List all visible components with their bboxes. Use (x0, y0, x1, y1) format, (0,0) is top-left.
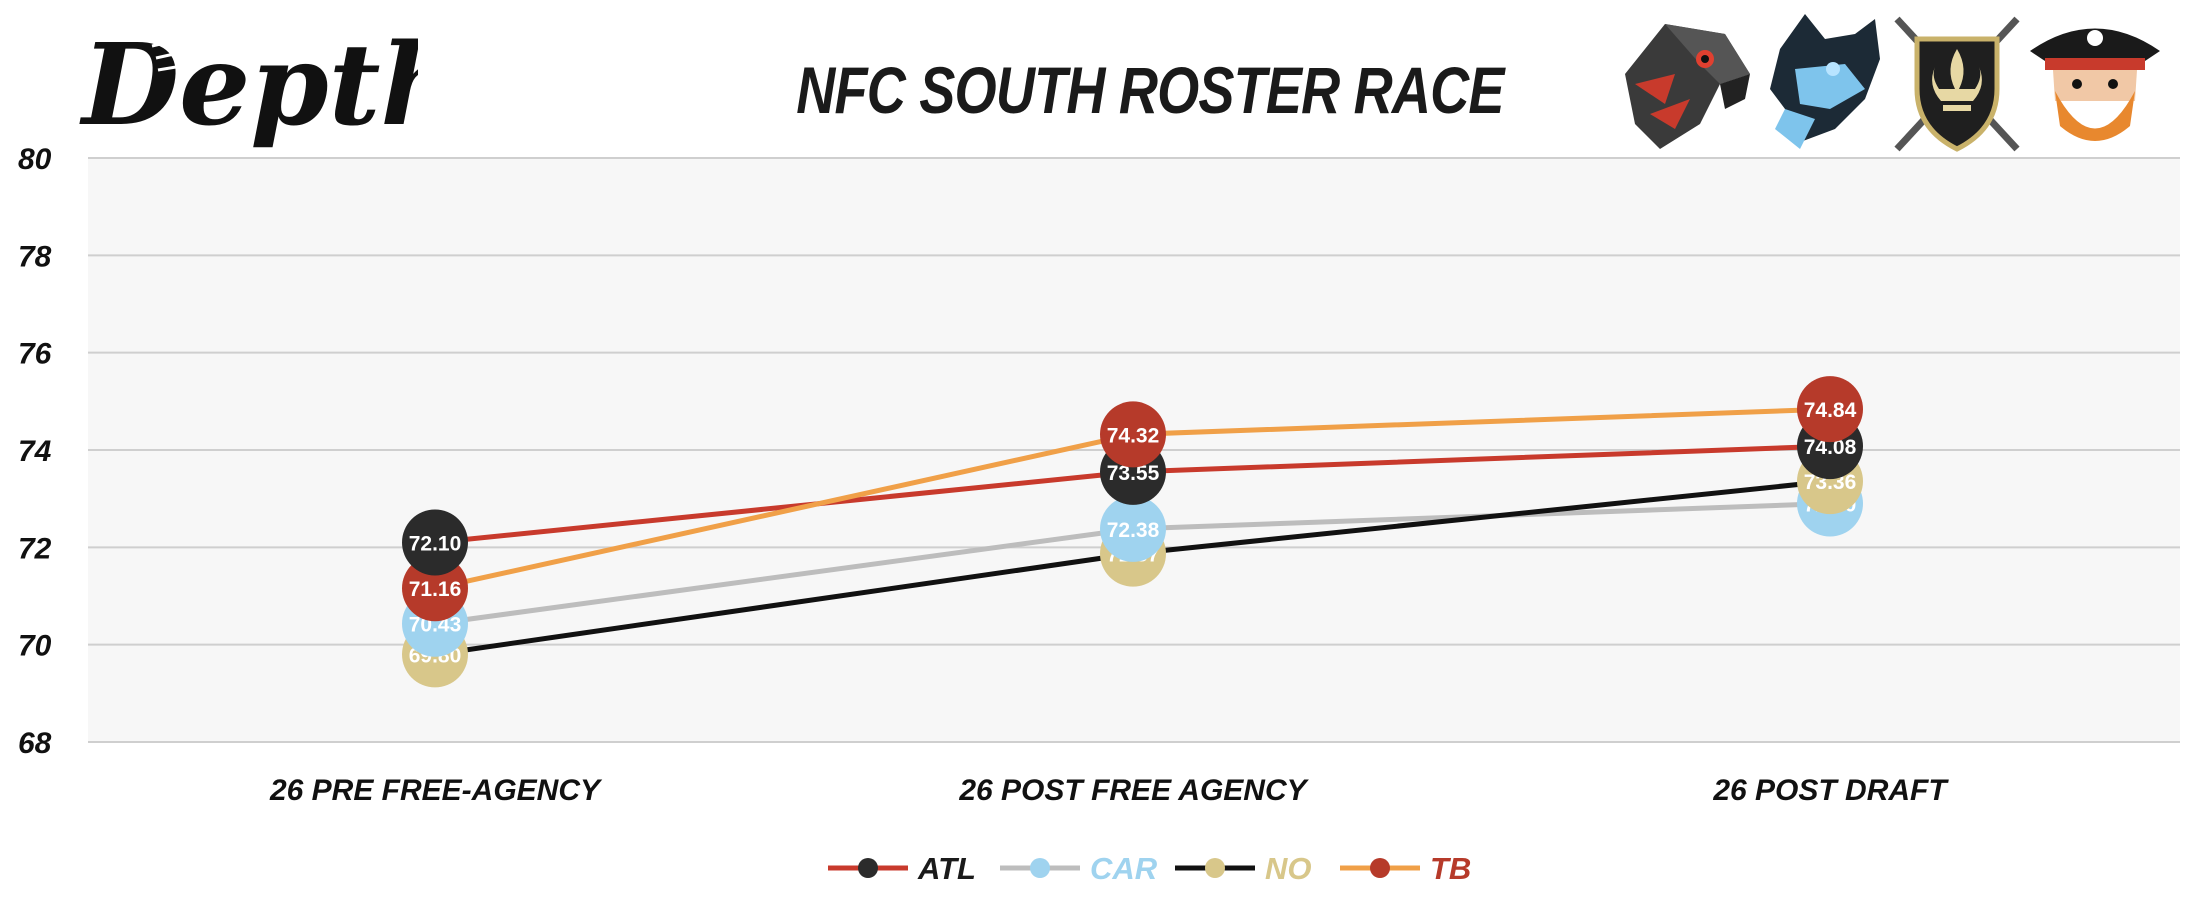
x-tick-label: 26 PRE FREE-AGENCY (269, 774, 603, 807)
legend-marker-tb (1370, 858, 1390, 878)
panther-head-icon (1770, 14, 1880, 149)
data-label-car: 70.43 (409, 614, 462, 637)
data-label-no: 73.36 (1804, 471, 1857, 494)
pirate-head-icon (2030, 28, 2160, 141)
depth-logo: Depth (79, 20, 418, 151)
fleur-de-lis-shield-icon (1894, 16, 2020, 152)
y-tick-label: 72 (18, 532, 52, 565)
data-label-tb: 74.32 (1107, 424, 1160, 447)
legend-label-atl: ATL (917, 851, 976, 886)
x-tick-label: 26 POST DRAFT (1712, 774, 1949, 807)
falcon-head-icon (1625, 24, 1750, 149)
chart-title: NFC SOUTH ROSTER RACE (796, 53, 1504, 127)
legend-label-no: NO (1265, 851, 1312, 886)
legend-label-car: CAR (1090, 851, 1158, 886)
y-tick-label: 76 (18, 338, 52, 371)
x-tick-label: 26 POST FREE AGENCY (958, 774, 1309, 807)
legend-marker-atl (858, 858, 878, 878)
y-axis-ticks: 68 70 72 74 76 78 80 (18, 143, 52, 760)
x-axis-ticks: 26 PRE FREE-AGENCY 26 POST FREE AGENCY 26 … (269, 774, 1949, 807)
data-point-tb (1797, 376, 1863, 443)
data-label-atl: 74.08 (1804, 436, 1857, 459)
y-tick-label: 68 (18, 727, 52, 760)
y-tick-label: 78 (18, 240, 52, 273)
legend-label-tb: TB (1430, 851, 1471, 886)
data-point-tb (1100, 401, 1166, 468)
data-point-tb (402, 555, 468, 622)
legend: ATL CAR NO TB (828, 851, 1471, 886)
series-markers: 69.8070.4371.1672.1071.8772.3873.5574.32… (402, 376, 1863, 688)
data-label-tb: 74.84 (1804, 399, 1857, 422)
team-logos (1625, 14, 2160, 152)
legend-marker-car (1030, 858, 1050, 878)
data-label-atl: 73.55 (1107, 462, 1160, 485)
legend-marker-no (1205, 858, 1225, 878)
data-label-atl: 72.10 (409, 532, 462, 555)
y-tick-label: 80 (18, 143, 52, 176)
data-point-car (1100, 495, 1166, 562)
logo-text: Depth (79, 20, 418, 151)
y-tick-label: 70 (18, 630, 52, 663)
data-point-atl (402, 509, 468, 576)
data-label-car: 72.38 (1107, 519, 1160, 542)
y-tick-label: 74 (18, 435, 52, 468)
data-label-tb: 71.16 (409, 578, 462, 601)
